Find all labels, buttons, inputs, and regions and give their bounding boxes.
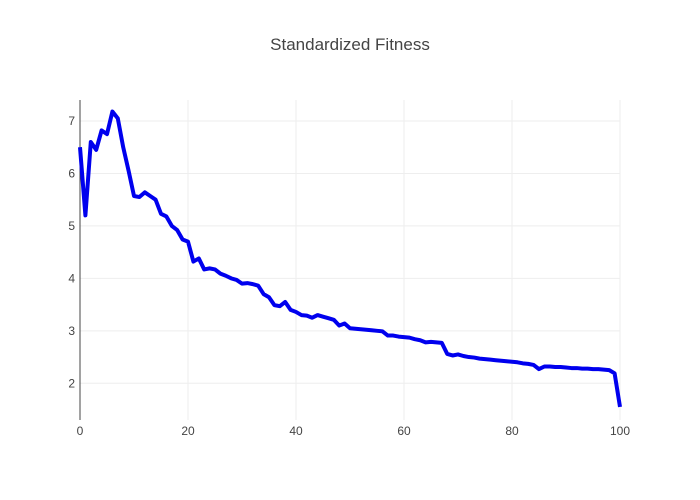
y-tick-label: 7 (68, 114, 75, 128)
y-tick-label: 5 (68, 219, 75, 233)
y-tick-label: 2 (68, 376, 75, 390)
tick-labels: 0 20 40 60 80 100 2 3 4 5 6 7 (68, 114, 630, 438)
x-tick-label: 20 (181, 424, 195, 438)
y-tick-label: 6 (68, 166, 75, 180)
series-line (78, 109, 622, 408)
x-tick-label: 0 (77, 424, 84, 438)
series-layer (78, 109, 622, 408)
y-tick-label: 4 (68, 271, 75, 285)
x-tick-label: 40 (289, 424, 303, 438)
y-tick-label: 3 (68, 324, 75, 338)
x-tick-label: 60 (397, 424, 411, 438)
x-tick-label: 80 (505, 424, 519, 438)
x-tick-label: 100 (610, 424, 630, 438)
chart-title: Standardized Fitness (270, 35, 430, 54)
gridlines (80, 100, 621, 420)
